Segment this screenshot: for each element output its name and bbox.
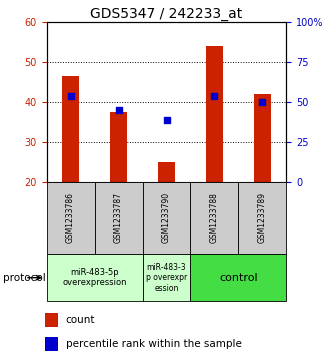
Point [116, 107, 121, 113]
Bar [190, 254, 286, 301]
Bar [47, 182, 95, 254]
Title: GDS5347 / 242233_at: GDS5347 / 242233_at [90, 7, 243, 21]
Text: percentile rank within the sample: percentile rank within the sample [66, 339, 241, 349]
Text: protocol: protocol [3, 273, 46, 283]
Text: control: control [219, 273, 258, 283]
Bar [143, 182, 190, 254]
Point [68, 93, 73, 99]
Bar [45, 337, 58, 351]
Bar [47, 254, 143, 301]
Bar [206, 46, 223, 182]
Text: GSM1233788: GSM1233788 [210, 192, 219, 243]
Text: GSM1233789: GSM1233789 [258, 192, 267, 243]
Text: count: count [66, 315, 95, 325]
Text: GSM1233786: GSM1233786 [66, 192, 75, 243]
Bar [62, 76, 79, 182]
Bar [45, 313, 58, 327]
Text: miR-483-3
p overexpr
ession: miR-483-3 p overexpr ession [146, 263, 187, 293]
Text: GSM1233790: GSM1233790 [162, 192, 171, 243]
Text: GSM1233787: GSM1233787 [114, 192, 123, 243]
Point [260, 99, 265, 105]
Bar [143, 254, 190, 301]
Point [164, 117, 169, 123]
Bar [110, 112, 127, 182]
Bar [158, 162, 175, 182]
Bar [190, 182, 238, 254]
Bar [238, 182, 286, 254]
Bar [95, 182, 143, 254]
Point [212, 93, 217, 99]
Bar [254, 94, 271, 182]
Text: miR-483-5p
overexpression: miR-483-5p overexpression [62, 268, 127, 287]
